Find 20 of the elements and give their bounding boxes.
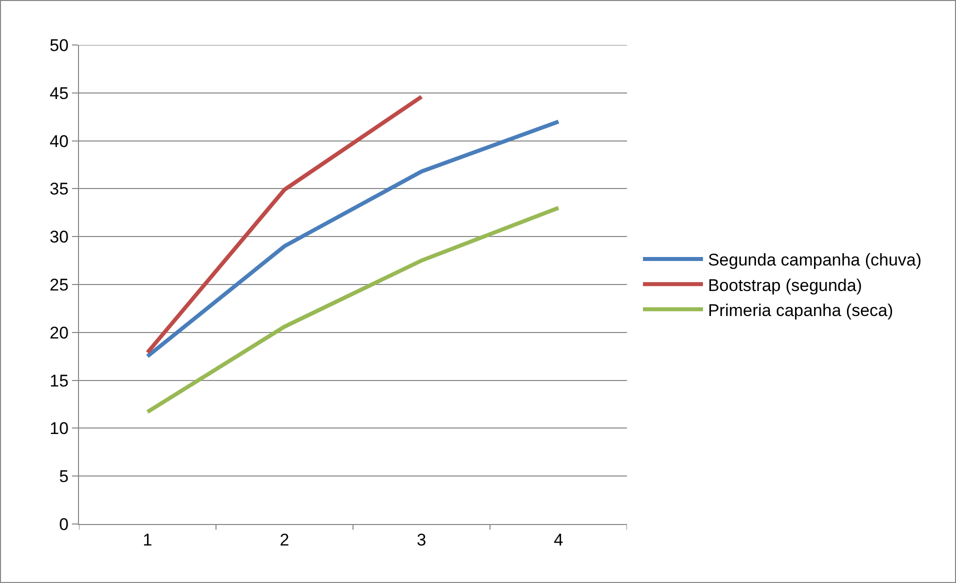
y-tick-label: 5 [59, 467, 69, 486]
y-tick-label: 25 [50, 275, 69, 294]
x-tick-label: 3 [416, 530, 426, 550]
y-tick-label: 30 [50, 228, 69, 247]
x-tick-label: 2 [280, 530, 290, 550]
line-series [146, 120, 560, 358]
y-tick-label: 20 [50, 323, 69, 342]
line-series [146, 206, 560, 414]
y-tick-label: 0 [59, 514, 69, 534]
y-tick-label: 15 [50, 371, 69, 390]
y-tick-label: 45 [50, 84, 69, 103]
y-tick-label: 50 [50, 36, 69, 55]
y-tick-label: 10 [50, 419, 69, 438]
legend-label: Segunda campanha (chuva) [708, 250, 922, 270]
x-tick-label: 1 [142, 530, 152, 550]
y-tick-label: 35 [50, 180, 69, 199]
legend-label: Primeria capanha (seca) [708, 300, 894, 320]
legend-label: Bootstrap (segunda) [708, 276, 862, 295]
x-tick-label: 4 [554, 530, 564, 550]
y-tick-label: 40 [50, 132, 69, 151]
